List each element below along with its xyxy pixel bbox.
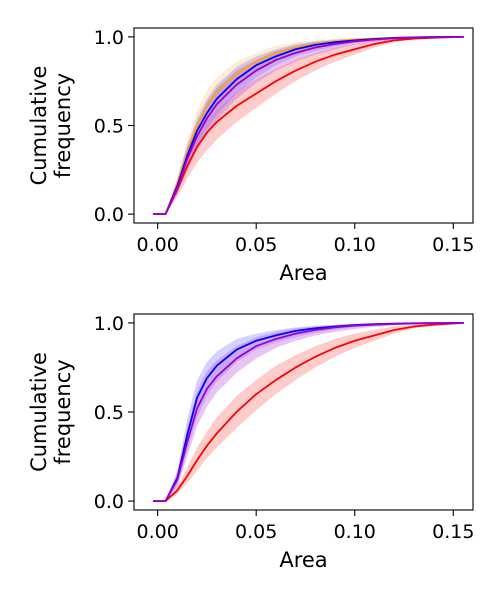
- y-tick-label: 0.0: [94, 204, 124, 226]
- x-axis-label: Area: [279, 261, 327, 285]
- y-tick-label: 0.5: [94, 116, 124, 138]
- series-2-band: [153, 36, 464, 215]
- x-tick-label: 0.00: [136, 521, 178, 543]
- series-0-band: [153, 322, 464, 502]
- series-3-line: [152, 35, 465, 216]
- x-tick-label: 0.05: [235, 521, 277, 543]
- x-tick-label: 0.15: [432, 521, 474, 543]
- x-tick-label: 0.00: [136, 234, 178, 256]
- y-tick-label: 0.0: [94, 491, 124, 513]
- y-axis-label: Cumulativefrequency: [27, 352, 75, 472]
- y-tick-label: 1.0: [94, 27, 124, 49]
- series-2-line: [152, 322, 465, 502]
- chart-bottom: 0.00 0.05 0.10 0.15 0.0 0.5 1.0 Area Cumulativef…: [27, 313, 474, 572]
- y-tick-label: 1.0: [94, 313, 124, 335]
- x-axis-label: Area: [279, 548, 327, 572]
- x-tick-label: 0.15: [432, 234, 474, 256]
- x-tick-label: 0.05: [235, 234, 277, 256]
- series-0-band: [153, 36, 464, 215]
- series-1-band: [153, 36, 464, 215]
- series-3-band: [153, 36, 464, 215]
- x-tick-label: 0.10: [334, 521, 376, 543]
- series-0-line: [152, 35, 465, 216]
- series-1-band: [153, 322, 464, 502]
- y-tick-label: 0.5: [94, 402, 124, 424]
- y-axis-label: Cumulativefrequency: [27, 66, 75, 186]
- chart-top: 0.00 0.05 0.10 0.15 0.0 0.5 1.0 Area Cumulativef…: [27, 27, 474, 285]
- series-2-band: [153, 322, 464, 502]
- x-tick-label: 0.10: [334, 234, 376, 256]
- series-0-line: [152, 322, 465, 502]
